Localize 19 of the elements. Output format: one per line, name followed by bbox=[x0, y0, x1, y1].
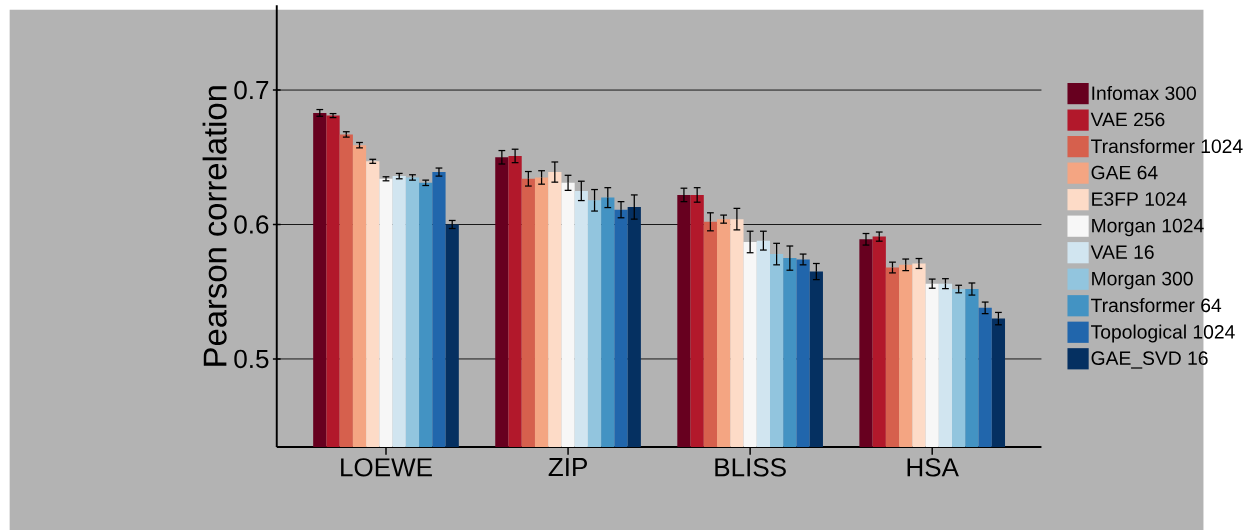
legend-label: Transformer 1024 bbox=[1091, 138, 1243, 153]
legend-label: GAE 64 bbox=[1091, 165, 1158, 180]
legend-label: E3FP 1024 bbox=[1092, 192, 1187, 206]
x-tick-label: LOEWE bbox=[341, 457, 432, 477]
legend-label: Transformer 64 bbox=[1091, 297, 1222, 312]
legend-label: GAE_SVD 16 bbox=[1091, 351, 1208, 369]
y-axis-title: Pearson correlation bbox=[202, 86, 227, 366]
legend-label: VAE 256 bbox=[1090, 112, 1165, 127]
legend-label: Morgan 1024 bbox=[1092, 218, 1204, 237]
legend-label: Infomax 300 bbox=[1092, 85, 1196, 100]
y-tick-label: 0.6 bbox=[234, 215, 269, 234]
x-tick-label: HSA bbox=[907, 457, 959, 477]
y-tick-label: 0.7 bbox=[234, 80, 269, 100]
x-tick-label: ZIP bbox=[548, 457, 587, 476]
y-tick-label: 0.5 bbox=[234, 349, 269, 368]
legend-label: Topological 1024 bbox=[1091, 324, 1235, 343]
legend-label: VAE 16 bbox=[1090, 245, 1154, 259]
legend-label: Morgan 300 bbox=[1092, 271, 1193, 290]
x-tick-label: BLISS bbox=[715, 457, 786, 477]
